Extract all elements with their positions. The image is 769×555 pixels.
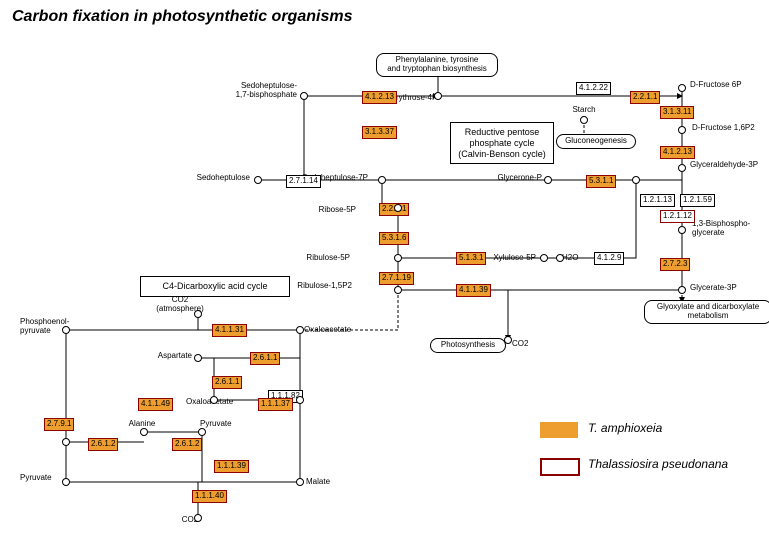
pathway-node: [194, 310, 202, 318]
pathway-node: [254, 176, 262, 184]
legend-label-pseudonana: Thalassiosira pseudonana: [588, 457, 728, 471]
glyox-box: Glyoxylate and dicarboxylate metabolism: [644, 300, 769, 324]
ec-1-2-1-13: 1.2.1.13: [640, 194, 675, 207]
metabolite-starch: Starch: [572, 105, 595, 114]
metabolite-g3p: Glyceraldehyde-3P: [690, 160, 758, 169]
legend-swatch-pseudonana: [540, 458, 580, 476]
ec-5-3-1-6: 5.3.1.6: [379, 232, 409, 245]
pathway-node: [62, 478, 70, 486]
ec-2-2-1-1: 2.2.1.1: [630, 91, 660, 104]
calvin-cycle-label: Reductive pentose phosphate cycle (Calvi…: [450, 122, 554, 164]
pathway-node: [394, 286, 402, 294]
pathway-node: [678, 164, 686, 172]
pathway-node: [678, 286, 686, 294]
metabolite-asp: Aspartate: [158, 351, 192, 360]
ec-4-1-2-13: 4.1.2.13: [362, 91, 397, 104]
pathway-node: [194, 354, 202, 362]
metabolite-glyc3p: Glycerate-3P: [690, 283, 737, 292]
pathway-node: [394, 254, 402, 262]
metabolite-ribu5p: Ribulose-5P: [306, 253, 350, 262]
ec-5-3-1-1: 5.3.1.1: [586, 175, 616, 188]
metabolite-oxa1: Oxaloacetate: [304, 325, 351, 334]
ec-1-1-1-39: 1.1.1.39: [214, 460, 249, 473]
pathway-node: [556, 254, 564, 262]
metabolite-h2o: H2O: [562, 253, 578, 262]
pathway-node: [62, 326, 70, 334]
legend-swatch-amphioxeia: [540, 422, 578, 438]
page-title: Carbon fixation in photosynthetic organi…: [12, 8, 352, 26]
pathway-node: [580, 116, 588, 124]
ec-1-1-1-37: 1.1.1.37: [258, 398, 293, 411]
pathway-node: [378, 176, 386, 184]
metabolite-bpg: 1,3-Bisphospho- glycerate: [692, 219, 750, 237]
metabolite-ribu15: Ribulose-1,5P2: [297, 281, 352, 290]
ec-4-1-1-49: 4.1.1.49: [138, 398, 173, 411]
ec-2-7-2-3: 2.7.2.3: [660, 258, 690, 271]
pathway-node: [540, 254, 548, 262]
ec-1-1-1-40: 1.1.1.40: [192, 490, 227, 503]
metabolite-glycP: Glycerone-P: [498, 173, 542, 182]
ec-2-7-9-1: 2.7.9.1: [44, 418, 74, 431]
pathway-node: [62, 438, 70, 446]
metabolite-ribose5p: Ribose-5P: [319, 205, 356, 214]
photosynth-box: Photosynthesis: [430, 338, 506, 353]
ec-2-7-1-14: 2.7.1.14: [286, 175, 321, 188]
ec-4-1-1-31: 4.1.1.31: [212, 324, 247, 337]
metabolite-ala: Alanine: [129, 419, 156, 428]
gluconeo-box: Gluconeogenesis: [556, 134, 636, 149]
pathway-node: [194, 514, 202, 522]
ec-4-1-2-9: 4.1.2.9: [594, 252, 624, 265]
pathway-node: [678, 126, 686, 134]
pathway-node: [296, 326, 304, 334]
metabolite-pyr1: Pyruvate: [200, 419, 232, 428]
ec-2-6-1-1: 2.6.1.1: [212, 376, 242, 389]
pathway-node: [210, 396, 218, 404]
ec-2-6-1-2: 2.6.1.2: [88, 438, 118, 451]
ec-2-6-1-2: 2.6.1.2: [172, 438, 202, 451]
metabolite-pyr2: Pyruvate: [20, 473, 52, 482]
metabolite-co2c: CO2: [512, 339, 528, 348]
pathway-node: [544, 176, 552, 184]
metabolite-ery4p: Erythrose-4P: [391, 93, 438, 102]
pathway-node: [140, 428, 148, 436]
ec-4-1-2-13: 4.1.2.13: [660, 146, 695, 159]
metabolite-xyl5p: Xylulose-5P: [493, 253, 536, 262]
pathway-node: [504, 336, 512, 344]
metabolite-fruc6p: D-Fructose 6P: [690, 80, 742, 89]
ec-3-1-3-11: 3.1.3.11: [660, 106, 694, 119]
ec-4-1-1-39: 4.1.1.39: [456, 284, 491, 297]
ec-1-2-1-12: 1.2.1.12: [660, 210, 695, 223]
legend-label-amphioxeia: T. amphioxeia: [588, 421, 662, 435]
metabolite-sedo17: Sedoheptulose- 1,7-bisphosphate: [236, 81, 297, 99]
pathway-node: [394, 204, 402, 212]
ec-4-1-2-22: 4.1.2.22: [576, 82, 611, 95]
pathway-node: [678, 84, 686, 92]
metabolite-sedoh: Sedoheptulose: [197, 173, 250, 182]
pathway-node: [434, 92, 442, 100]
pathway-node: [296, 478, 304, 486]
metabolite-malate: Malate: [306, 477, 330, 486]
metabolite-fruc16: D-Fructose 1,6P2: [692, 123, 755, 132]
ec-2-6-1-1: 2.6.1.1: [250, 352, 280, 365]
ec-5-1-3-1: 5.1.3.1: [456, 252, 486, 265]
pathway-node: [678, 226, 686, 234]
ec-3-1-3-37: 3.1.3.37: [362, 126, 397, 139]
c4-cycle-label: C4-Dicarboxylic acid cycle: [140, 276, 290, 297]
pathway-node: [296, 396, 304, 404]
ec-1-2-1-59: 1.2.1.59: [680, 194, 715, 207]
ec-2-7-1-19: 2.7.1.19: [379, 272, 414, 285]
pathway-node: [300, 92, 308, 100]
pathway-node: [632, 176, 640, 184]
pathway-node: [198, 428, 206, 436]
phe-box: Phenylalanine, tyrosine and tryptophan b…: [376, 53, 498, 77]
